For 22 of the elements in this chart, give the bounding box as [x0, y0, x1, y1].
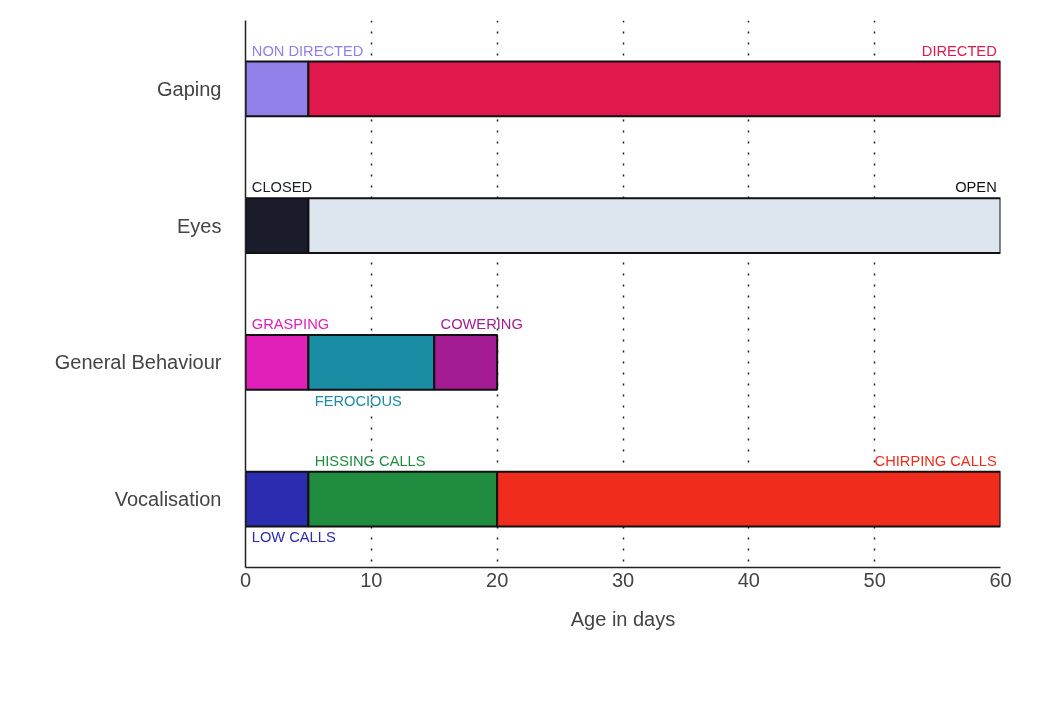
y-tick-label: General Behaviour: [54, 351, 222, 374]
annotation: DIRECTED: [921, 42, 997, 59]
annotation: LOW CALLS: [251, 529, 336, 546]
y-tick-label: Vocalisation: [114, 488, 222, 511]
annotation: FEROCIOUS: [314, 392, 403, 409]
annotation: GRASPING: [251, 316, 330, 333]
y-tick-label: Gaping: [157, 77, 222, 100]
y-tick-label: Eyes: [177, 214, 222, 237]
x-tick-label: 50: [863, 568, 886, 591]
x-tick-label: 60: [989, 568, 1012, 591]
x-tick-label: 10: [360, 568, 383, 591]
annotation: HISSING CALLS: [314, 452, 426, 469]
annotation: COWERING: [440, 316, 523, 333]
annotation: OPEN: [955, 179, 997, 196]
annotation: CHIRPING CALLS: [874, 452, 997, 469]
x-tick-label: 0: [239, 568, 252, 591]
x-tick-label: 40: [737, 568, 760, 591]
x-axis-title: Age in days: [570, 607, 676, 630]
annotation: NON DIRECTED: [251, 42, 364, 59]
x-tick-label: 30: [611, 568, 635, 591]
annotation: CLOSED: [251, 179, 313, 196]
x-tick-label: 20: [486, 568, 509, 591]
